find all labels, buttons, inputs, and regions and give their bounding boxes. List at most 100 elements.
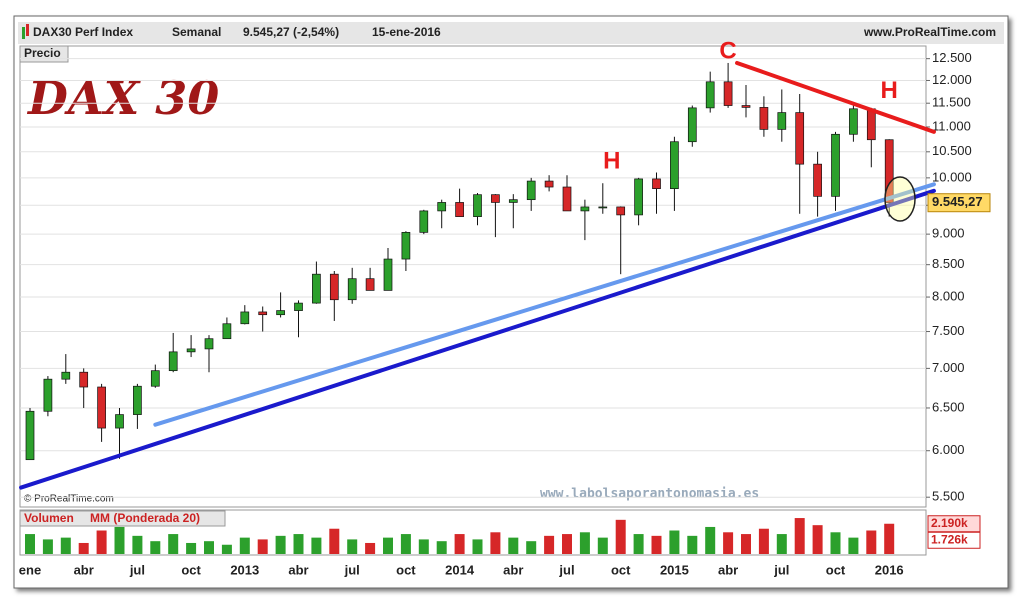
candle-body	[813, 163, 822, 197]
watermark: www.labolsaporantonomasia.es	[540, 487, 759, 502]
volume-bar	[472, 539, 483, 554]
candle-body	[294, 302, 303, 311]
volume-bar	[562, 534, 572, 554]
candle-body	[168, 351, 178, 372]
candle-body	[258, 311, 268, 316]
panel-tag	[19, 510, 226, 527]
candle-body	[616, 206, 626, 216]
volume-bar	[669, 530, 680, 554]
volume-bar	[293, 534, 304, 554]
y-tick-label: 6.500	[932, 399, 965, 414]
candle-body	[526, 180, 536, 201]
candle-body	[115, 414, 124, 429]
candle-body	[312, 273, 321, 304]
highlight-circle	[884, 176, 916, 222]
volume-bar	[705, 526, 716, 554]
candle-body	[437, 202, 447, 212]
x-tick-label: jul	[344, 562, 360, 577]
candle-body	[276, 310, 285, 316]
candle-body	[383, 258, 393, 291]
candle-body	[43, 378, 53, 412]
candle-body	[777, 112, 787, 130]
candle-body	[347, 278, 357, 301]
volume-bar	[400, 534, 411, 554]
candle-body	[849, 108, 858, 135]
volume-marker-box	[927, 531, 981, 549]
y-tick-label: 5.500	[932, 489, 965, 504]
volume-bar	[884, 523, 895, 554]
volume-bar	[204, 541, 214, 554]
y-tick-label: 12.500	[932, 50, 972, 65]
y-tick-label: 9.000	[932, 226, 965, 241]
site: www.ProRealTime.com	[863, 25, 996, 39]
volume-bar	[776, 534, 787, 554]
candle-body	[79, 371, 89, 388]
volume-bar	[436, 541, 447, 554]
icon	[22, 27, 25, 39]
volume-bar	[794, 518, 805, 554]
price-panel	[19, 45, 927, 508]
candle-body	[598, 206, 608, 209]
candle-body	[419, 210, 429, 233]
candle-body	[723, 81, 733, 106]
volume-bar	[311, 537, 322, 554]
y-tick-label: 10.500	[932, 143, 972, 158]
candle-body	[705, 81, 715, 109]
candle-body	[884, 139, 894, 204]
candle-body	[866, 108, 876, 141]
y-tick-label: 8.000	[932, 288, 965, 303]
candle-body	[97, 386, 106, 429]
ma-label: MM (Ponderada 20)	[90, 511, 200, 525]
volume-bar	[365, 542, 376, 554]
volume-bar	[830, 532, 841, 554]
last-price-box	[927, 193, 991, 213]
candle-body	[329, 273, 339, 301]
candle-body	[455, 202, 464, 217]
quote: 9.545,27 (-2,54%)	[243, 25, 339, 39]
annotation: C	[719, 38, 736, 65]
candle-body	[687, 107, 697, 143]
candle-body	[365, 278, 375, 291]
header-bar	[18, 22, 1004, 44]
y-tick-label: 11.000	[932, 118, 971, 133]
last-price-label: 9.545,27	[932, 194, 983, 209]
candle-body	[831, 133, 840, 197]
x-tick-label: ene	[19, 562, 41, 577]
candle-body	[150, 370, 160, 387]
candle-body	[240, 311, 250, 325]
volume-bar	[544, 535, 555, 554]
candle-body	[795, 112, 805, 165]
volume-bar	[96, 530, 107, 554]
volume-bar	[25, 534, 35, 554]
volume-bar	[848, 537, 859, 554]
instrument: DAX30 Perf Index	[33, 25, 133, 39]
y-tick-label: 10.000	[932, 169, 972, 184]
big-title: DAX 30	[26, 71, 219, 125]
volume-marker-box	[927, 515, 981, 533]
volume-label: Volumen	[24, 511, 74, 525]
candle-body	[222, 323, 232, 340]
x-tick-label: oct	[611, 562, 631, 577]
x-tick-label: abr	[288, 562, 308, 577]
period: Semanal	[172, 25, 221, 39]
x-tick-label: 2013	[230, 562, 259, 577]
y-tick-label: 6.000	[932, 442, 965, 457]
icon	[26, 24, 29, 36]
candle-body	[741, 105, 751, 108]
volume-bar	[741, 534, 751, 554]
panel-tag	[19, 45, 69, 63]
y-tick-label: 8.500	[932, 256, 965, 271]
volume-bar	[651, 535, 662, 554]
volume-bar	[454, 534, 465, 554]
candle-body	[508, 199, 518, 203]
volume-bar	[186, 542, 197, 554]
volume-bar	[221, 544, 232, 554]
candle-body	[491, 194, 500, 203]
volume-bar	[508, 537, 519, 554]
volume-bar	[132, 535, 143, 554]
x-tick-label: oct	[181, 562, 201, 577]
candle-body	[133, 385, 142, 415]
x-tick-label: abr	[74, 562, 94, 577]
candle-body	[580, 206, 590, 212]
